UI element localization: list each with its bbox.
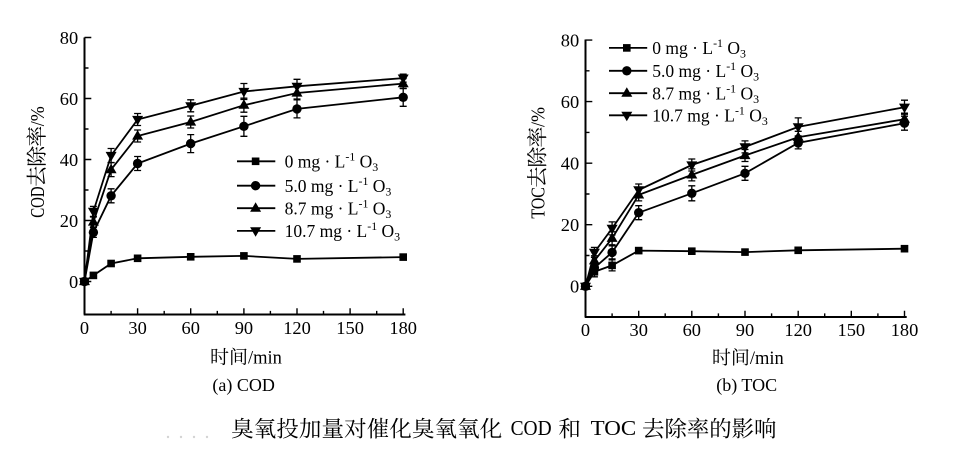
svg-text:90: 90 [736, 320, 754, 340]
svg-text:(b) TOC: (b) TOC [716, 375, 777, 396]
svg-text:20: 20 [60, 211, 78, 231]
svg-text:/%: /% [528, 107, 550, 127]
svg-text:5.0 mg · L-1 O3: 5.0 mg · L-1 O3 [652, 59, 759, 84]
svg-text:10.7 mg · L-1 O3: 10.7 mg · L-1 O3 [652, 103, 768, 128]
svg-text:COD: COD [511, 416, 552, 440]
svg-text:20: 20 [561, 215, 579, 235]
svg-text:120: 120 [283, 318, 311, 338]
svg-text:30: 30 [128, 318, 146, 338]
svg-text:80: 80 [60, 28, 78, 48]
svg-text:8.7 mg · L-1 O3: 8.7 mg · L-1 O3 [285, 196, 392, 221]
svg-text:/%: /% [27, 106, 49, 126]
svg-text:/min: /min [248, 349, 282, 369]
svg-text:60: 60 [561, 92, 579, 112]
svg-text:60: 60 [60, 89, 78, 109]
svg-text:30: 30 [630, 320, 648, 340]
svg-text:90: 90 [235, 318, 253, 338]
svg-text:TOC: TOC [591, 416, 637, 440]
svg-text:0: 0 [570, 277, 579, 297]
svg-text:0: 0 [581, 320, 590, 340]
svg-text:0 mg · L-1 O3: 0 mg · L-1 O3 [652, 36, 746, 61]
svg-text:0 mg · L-1 O3: 0 mg · L-1 O3 [285, 149, 379, 174]
svg-text:COD: COD [27, 186, 49, 218]
svg-text:40: 40 [60, 150, 78, 170]
svg-text:0: 0 [80, 318, 89, 338]
svg-text:150: 150 [336, 318, 364, 338]
svg-text:(a) COD: (a) COD [212, 375, 274, 396]
svg-text:0: 0 [69, 272, 78, 292]
svg-text:/min: /min [750, 349, 784, 369]
svg-text:180: 180 [389, 318, 417, 338]
svg-text:80: 80 [561, 30, 579, 50]
svg-text:TOC: TOC [528, 187, 550, 219]
svg-text:5.0 mg · L-1 O3: 5.0 mg · L-1 O3 [285, 174, 392, 199]
svg-text:60: 60 [683, 320, 701, 340]
svg-text:8.7 mg · L-1 O3: 8.7 mg · L-1 O3 [652, 81, 759, 106]
svg-text:180: 180 [891, 320, 919, 340]
svg-text:150: 150 [838, 320, 866, 340]
svg-text:60: 60 [182, 318, 200, 338]
svg-text:10.7 mg · L-1 O3: 10.7 mg · L-1 O3 [285, 219, 401, 244]
svg-text:40: 40 [561, 154, 579, 174]
svg-text:120: 120 [784, 320, 812, 340]
